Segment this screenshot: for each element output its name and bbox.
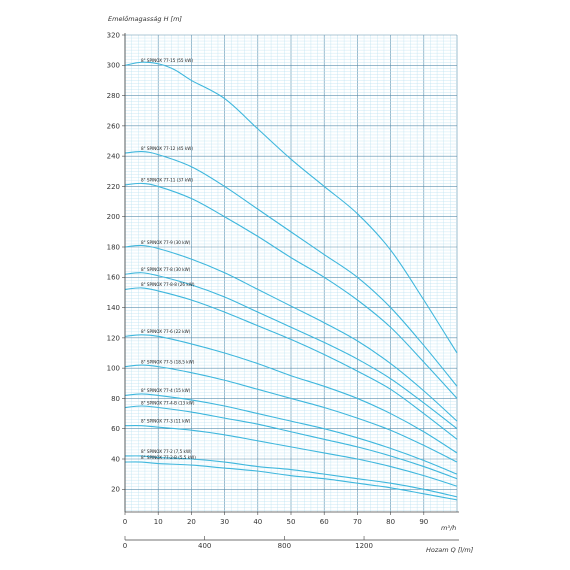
y-tick-label: 180 xyxy=(107,243,120,251)
x2-tick-label: 0 xyxy=(123,542,127,550)
grid xyxy=(124,34,458,512)
y-axis-label: Emelőmagasság H [m] xyxy=(108,14,182,23)
y-tick-label: 160 xyxy=(107,274,120,282)
curve-label-2: 8" SPINOX 77-11 (37 kW) xyxy=(141,178,193,184)
x-tick-label: 40 xyxy=(253,518,262,526)
x-tick-label: 20 xyxy=(187,518,196,526)
pump-curve-6 xyxy=(124,334,458,454)
y-tick-label: 240 xyxy=(107,153,120,161)
curve-label-8: 8" SPINOX 77-4 (15 kW) xyxy=(141,388,191,394)
x-tick-labels: 0 10 20 30 40 50 60 70 80 90 xyxy=(123,512,428,526)
y-tick-label: 220 xyxy=(107,183,120,191)
y-tick-label: 60 xyxy=(111,425,120,433)
curve-label-7: 8" SPINOX 77-5 (18,5 kW) xyxy=(141,359,195,365)
x-axis-unit-label: m³/h xyxy=(441,524,456,532)
curve-label-0: 8" SPINOX 77-15 (55 kW) xyxy=(141,58,193,64)
y-tick-label: 40 xyxy=(111,455,120,463)
x-tick-label: 60 xyxy=(320,518,329,526)
y-tick-labels: 20 40 60 80 100 120 140 160 180 200 220 240 260 280 30… xyxy=(107,31,125,494)
pump-curve-2 xyxy=(124,182,458,399)
x-tick-label: 10 xyxy=(154,518,163,526)
y-tick-label: 80 xyxy=(111,395,120,403)
pump-curve-10 xyxy=(124,425,458,487)
x-tick-label: 30 xyxy=(220,518,229,526)
curve-label-4: 8" SPINOX 77-8 (30 kW) xyxy=(141,267,191,273)
y-tick-label: 320 xyxy=(107,31,120,39)
pump-curve-3 xyxy=(124,244,458,422)
pump-curve-1 xyxy=(124,151,458,387)
curve-label-12: 8" SPINOX 77-2-B (5,5 kW) xyxy=(141,455,196,461)
x-tick-label: 70 xyxy=(353,518,362,526)
axes xyxy=(124,33,459,541)
curve-label-5: 8" SPINOX 77-8-8 (26 kW) xyxy=(141,282,195,288)
curve-label-1: 8" SPINOX 77-12 (45 kW) xyxy=(141,146,193,152)
y-tick-label: 280 xyxy=(107,92,120,100)
x2-tick-labels: 0 400 800 1200 xyxy=(123,536,373,550)
y-tick-label: 120 xyxy=(107,334,120,342)
pump-curve-12 xyxy=(124,461,458,501)
pump-curve-0 xyxy=(124,61,458,354)
curve-label-11: 8" SPINOX 77-2 (7,5 kW) xyxy=(141,449,192,455)
pump-curve-4 xyxy=(124,272,458,430)
y-tick-label: 20 xyxy=(111,486,120,494)
pump-curve-7 xyxy=(124,364,458,463)
y-tick-label: 100 xyxy=(107,365,120,373)
pump-curve-5 xyxy=(124,287,458,440)
y-tick-label: 200 xyxy=(107,213,120,221)
y-tick-label: 140 xyxy=(107,304,120,312)
pump-curve-9 xyxy=(124,405,458,480)
y-tick-label: 260 xyxy=(107,122,120,130)
curve-label-9: 8" SPINOX 77-4-B (13 kW) xyxy=(141,400,195,406)
x2-axis-label: Hozam Q [l/m] xyxy=(426,546,474,554)
pump-curves xyxy=(124,61,458,501)
x2-tick-label: 800 xyxy=(278,542,291,550)
pump-curve-8 xyxy=(124,393,458,475)
x-tick-label: 80 xyxy=(386,518,395,526)
x2-tick-label: 1200 xyxy=(355,542,373,550)
x-tick-label: 90 xyxy=(419,518,428,526)
x-tick-label: 0 xyxy=(123,518,127,526)
x-tick-label: 50 xyxy=(287,518,296,526)
x2-tick-label: 400 xyxy=(198,542,211,550)
curve-label-10: 8" SPINOX 77-3 (11 kW) xyxy=(141,418,191,424)
y-tick-label: 300 xyxy=(107,62,120,70)
pump-curve-11 xyxy=(124,455,458,498)
curve-label-3: 8" SPINOX 77-9 (30 kW) xyxy=(141,240,191,246)
curve-label-6: 8" SPINOX 77-6 (22 kW) xyxy=(141,329,191,335)
curve-labels: 8" SPINOX 77-15 (55 kW) 8" SPINOX 77-12 (… xyxy=(141,58,196,461)
